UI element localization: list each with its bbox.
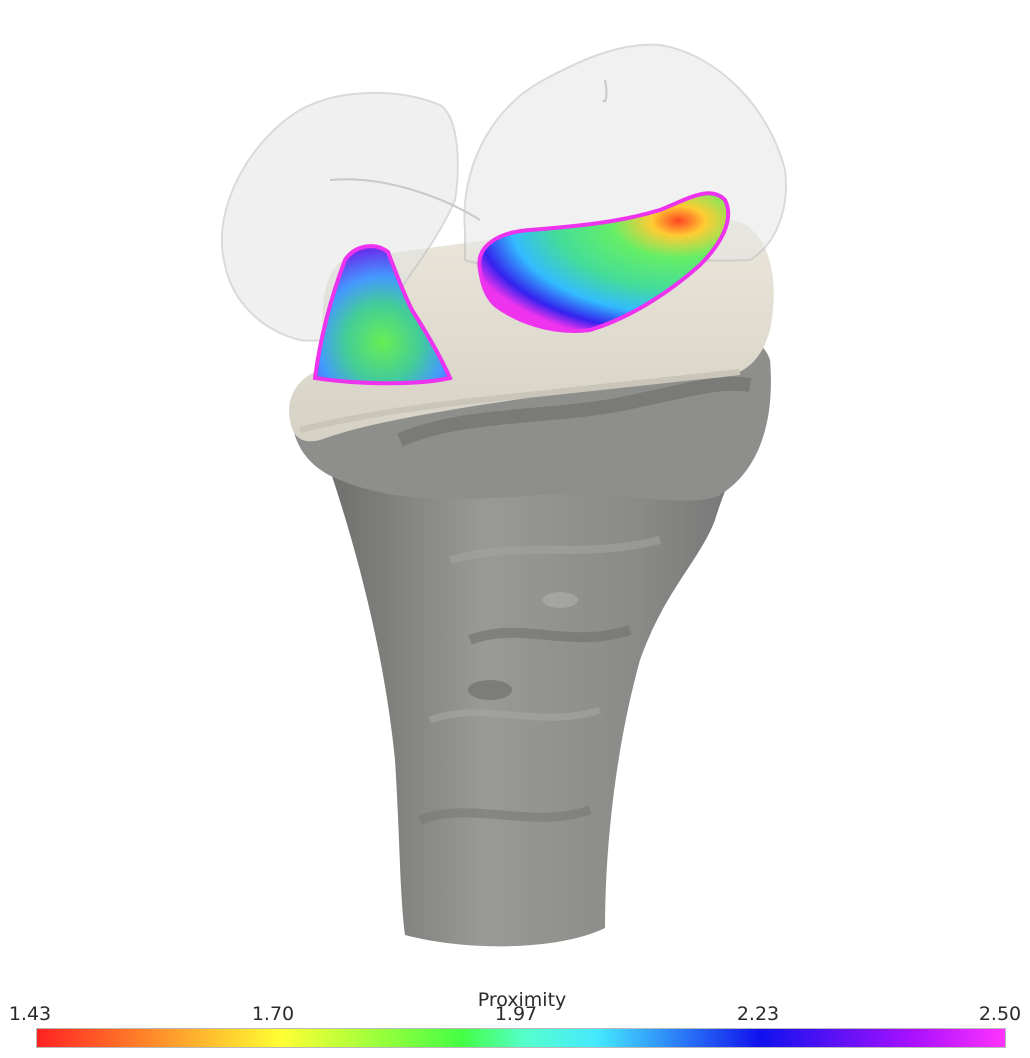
- colorbar-tick-label: 1.43: [8, 1003, 52, 1025]
- colorbar-tick-label: 2.50: [978, 1003, 1022, 1025]
- 3d-render-viewport[interactable]: [0, 0, 1030, 975]
- colorbar-tick-label: 1.70: [251, 1003, 295, 1025]
- colorbar-title: Proximity: [477, 989, 567, 1011]
- tibia-shaft: [330, 370, 770, 947]
- plateau-rim-shadow: [299, 369, 741, 433]
- lateral-contact-region: [312, 244, 453, 386]
- colorbar-tick-label: 1.97: [494, 1003, 538, 1025]
- colorbar-gradient: [36, 1028, 1006, 1048]
- colorbar-legend: Proximity 1.43 1.70 1.97 2.23 2.50: [0, 975, 1030, 1058]
- colorbar-tick-label: 2.23: [736, 1003, 780, 1025]
- medial-contact-region: [477, 191, 731, 333]
- bone-surface-texture: [397, 376, 752, 825]
